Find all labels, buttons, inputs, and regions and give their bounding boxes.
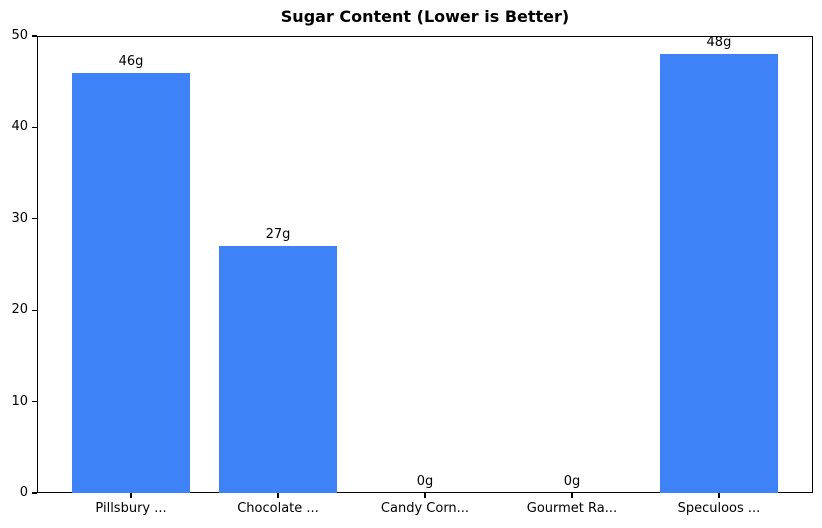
y-tick-mark (32, 35, 37, 37)
x-tick-label: Candy Corn... (380, 501, 470, 516)
y-tick-mark (32, 401, 37, 403)
x-tick-mark (130, 493, 132, 498)
bar (660, 54, 778, 493)
x-tick-label: Chocolate ... (237, 501, 319, 516)
x-tick-mark (424, 493, 426, 498)
bar-value-label: 0g (416, 474, 434, 489)
y-tick-label: 20 (11, 302, 28, 318)
x-tick-mark (571, 493, 573, 498)
y-tick-label: 30 (11, 210, 28, 226)
y-tick-mark (32, 218, 37, 220)
y-tick-label: 10 (11, 393, 28, 409)
bar-value-label: 0g (563, 474, 581, 489)
y-tick-label: 0 (19, 485, 28, 500)
bar (219, 246, 337, 493)
x-tick-label: Pillsbury ... (95, 501, 167, 516)
bar (72, 72, 190, 493)
bar-value-label: 48g (706, 35, 732, 51)
x-tick-mark (718, 493, 720, 498)
y-tick-mark (32, 492, 37, 494)
y-tick-mark (32, 126, 37, 128)
bar-value-label: 27g (265, 227, 291, 243)
y-tick-mark (32, 309, 37, 311)
bar-value-label: 46g (118, 53, 144, 69)
x-tick-label: Gourmet Ra... (526, 501, 618, 516)
x-tick-mark (277, 493, 279, 498)
y-tick-label: 40 (11, 119, 28, 135)
x-tick-label: Speculoos ... (677, 501, 761, 516)
chart-title: Sugar Content (Lower is Better) (280, 7, 570, 26)
y-tick-label: 50 (11, 28, 28, 43)
